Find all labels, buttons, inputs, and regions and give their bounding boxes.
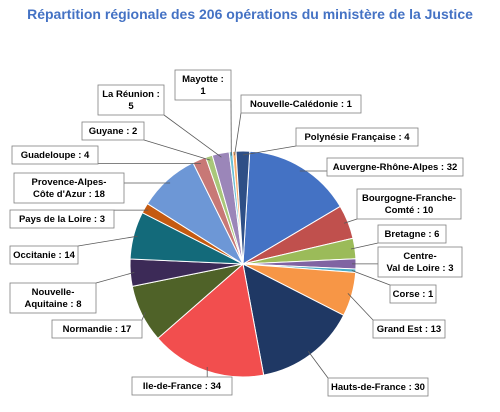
slice-label: La Réunion :5 bbox=[102, 89, 160, 112]
leader-line bbox=[234, 112, 242, 156]
slice-label: Nouvelle-Calédonie : 1 bbox=[250, 99, 353, 110]
slice-label: Grand Est : 13 bbox=[377, 324, 441, 335]
pie-slice bbox=[242, 150, 341, 265]
pie-slice bbox=[157, 263, 265, 378]
slice-label: Corse : 1 bbox=[393, 289, 434, 300]
slice-label: Occitanie : 14 bbox=[13, 250, 75, 261]
slice-label-box bbox=[81, 121, 145, 141]
slice-label-box bbox=[131, 376, 233, 396]
slice-label-box bbox=[97, 84, 165, 116]
leader-line bbox=[307, 351, 329, 379]
slice-label: Polynésie Française : 4 bbox=[304, 132, 410, 143]
slice-label-box bbox=[327, 377, 429, 397]
slice-label-box bbox=[13, 172, 125, 204]
leader-line bbox=[343, 218, 358, 224]
slice-label: Guyane : 2 bbox=[89, 126, 138, 137]
slice-label: Guadeloupe : 4 bbox=[21, 150, 90, 161]
leader-line bbox=[350, 242, 379, 250]
slice-label: Pays de la Loire : 3 bbox=[19, 214, 105, 225]
slice-label: Bretagne : 6 bbox=[385, 229, 440, 240]
leader-line bbox=[347, 293, 374, 321]
chart-title: Répartition régionale des 206 opérations… bbox=[27, 6, 473, 22]
slice-label-box bbox=[326, 157, 464, 177]
slice-label: Auvergne-Rhône-Alpes : 32 bbox=[333, 162, 458, 173]
slice-label: Mayotte :1 bbox=[182, 74, 224, 97]
pie-slice bbox=[235, 150, 251, 265]
slice-label-box bbox=[9, 209, 115, 229]
slice-label-box bbox=[295, 127, 419, 147]
slice-label-box bbox=[11, 145, 99, 165]
slice-label: Provence-Alpes-Côte d'Azur : 18 bbox=[32, 177, 107, 200]
leader-line bbox=[143, 139, 211, 161]
leader-line bbox=[351, 270, 391, 286]
slice-label: Centre-Val de Loire : 3 bbox=[386, 251, 453, 274]
leader-line bbox=[242, 145, 297, 156]
slice-label-box bbox=[174, 69, 232, 101]
slice-label: Hauts-de-France : 30 bbox=[331, 382, 425, 393]
slice-label-box bbox=[372, 319, 446, 339]
slice-label-box bbox=[9, 245, 79, 265]
leader-line bbox=[77, 235, 138, 247]
leader-line bbox=[141, 312, 146, 321]
slice-label-box bbox=[9, 282, 97, 314]
slice-label-box bbox=[240, 94, 362, 114]
slice-label-box bbox=[377, 246, 463, 278]
slice-label-box bbox=[377, 224, 447, 244]
slice-label-box bbox=[51, 319, 143, 339]
slice-label: Bourgogne-Franche-Comté : 10 bbox=[362, 193, 456, 216]
slice-label: Nouvelle-Aquitaine : 8 bbox=[24, 287, 81, 310]
slice-label: Ile-de-France : 34 bbox=[143, 381, 222, 392]
leader-line bbox=[163, 114, 222, 158]
slice-label: Normandie : 17 bbox=[63, 324, 132, 335]
slice-label-box bbox=[356, 188, 462, 220]
leader-line bbox=[95, 272, 135, 284]
slice-label-box bbox=[389, 284, 437, 304]
